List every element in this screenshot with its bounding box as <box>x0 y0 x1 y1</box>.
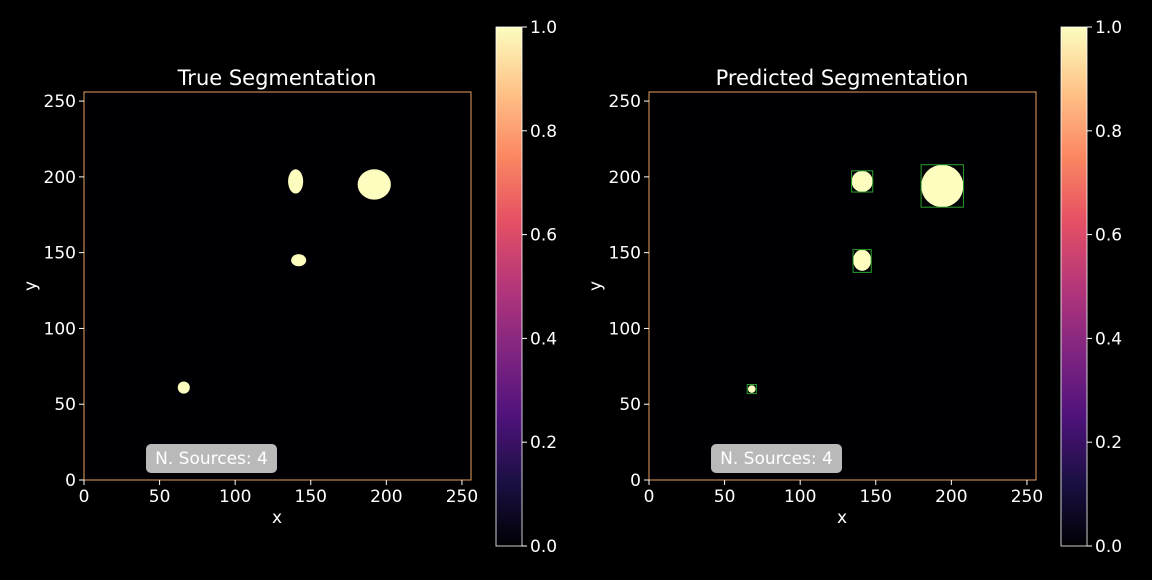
badge-text: N. Sources: 4 <box>720 449 833 469</box>
colorbar: 0.0 0.2 0.4 0.6 0.8 1.0 <box>495 18 557 557</box>
y-tick-label: 100 <box>609 319 641 339</box>
colorbar-ticks: 0.0 0.2 0.4 0.6 0.8 1.0 <box>1087 18 1122 557</box>
x-axis-label: x <box>837 508 847 528</box>
y-tick-label: 100 <box>44 319 76 339</box>
y-tick-label: 250 <box>44 92 76 112</box>
source-blob <box>177 381 190 394</box>
image-background <box>649 92 1036 480</box>
detection-box <box>746 384 757 395</box>
y-tick-label: 150 <box>44 244 76 264</box>
colorbar-tick-label: 1.0 <box>530 18 557 38</box>
detection-box <box>852 249 872 273</box>
x-tick-label: 50 <box>714 487 736 507</box>
source-blob <box>357 169 391 200</box>
y-tick-label: 200 <box>609 168 641 188</box>
annotation-badge: N. Sources: 4 <box>146 444 277 473</box>
x-tick-label: 200 <box>935 487 967 507</box>
x-tick-label: 250 <box>1011 487 1043 507</box>
colorbar-tick-label: 0.2 <box>1095 433 1122 453</box>
predicted-segmentation-panel: Predicted Segmentation 0 50 100 150 200 250 0 5… <box>586 18 1122 557</box>
colorbar: 0.0 0.2 0.4 0.6 0.8 1.0 <box>1060 18 1122 557</box>
chart-title: True Segmentation <box>177 66 377 90</box>
colorbar-tick-label: 0.6 <box>1095 226 1122 246</box>
source-blob <box>291 254 307 267</box>
y-axis-label: y <box>586 281 606 291</box>
source-blob <box>288 169 304 194</box>
plot-frame <box>83 91 472 481</box>
badge-box <box>146 444 277 473</box>
plot-area: 0 50 100 150 200 250 0 50 100 150 200 250 <box>44 91 478 507</box>
colorbar-tick-label: 1.0 <box>1095 18 1122 38</box>
chart-title: Predicted Segmentation <box>716 66 969 90</box>
x-tick-label: 150 <box>295 487 327 507</box>
x-tick-label: 0 <box>644 487 655 507</box>
y-tick-label: 50 <box>619 395 641 415</box>
colorbar-gradient <box>1060 26 1088 547</box>
y-tick-label: 250 <box>609 92 641 112</box>
detection-box <box>920 164 964 208</box>
colorbar-tick-label: 0.2 <box>530 433 557 453</box>
colorbar-tick-label: 0.8 <box>530 122 557 142</box>
y-tick-label: 0 <box>630 471 641 491</box>
colorbar-ticks: 0.0 0.2 0.4 0.6 0.8 1.0 <box>522 18 557 557</box>
colorbar-tick-label: 0.4 <box>1095 329 1122 349</box>
colorbar-tick-label: 0.8 <box>1095 122 1122 142</box>
x-tick-label: 200 <box>370 487 402 507</box>
colorbar-tick-label: 0.0 <box>530 537 557 557</box>
image-background <box>84 92 471 480</box>
source-blob <box>921 164 964 208</box>
colorbar-tick-label: 0.6 <box>530 226 557 246</box>
y-tick-label: 0 <box>65 471 76 491</box>
x-tick-label: 250 <box>446 487 478 507</box>
source-blob <box>851 170 873 193</box>
colorbar-tick-label: 0.4 <box>530 329 557 349</box>
badge-text: N. Sources: 4 <box>155 449 268 469</box>
source-blob <box>748 385 756 393</box>
x-tick-label: 100 <box>784 487 816 507</box>
x-axis-label: x <box>272 508 282 528</box>
colorbar-tick-label: 0.0 <box>1095 537 1122 557</box>
true-segmentation-panel: True Segmentation 0 50 100 150 200 250 0 50 100 1… <box>21 18 557 557</box>
y-tick-label: 50 <box>54 395 76 415</box>
plot-area: 0 50 100 150 200 250 0 50 100 150 200 250 <box>609 91 1043 507</box>
x-tick-label: 0 <box>79 487 90 507</box>
y-axis-label: y <box>21 281 41 291</box>
plot-frame <box>648 91 1037 481</box>
detection-box <box>851 170 874 193</box>
y-tick-label: 150 <box>609 244 641 264</box>
x-tick-label: 50 <box>149 487 171 507</box>
badge-box <box>711 444 842 473</box>
source-blob <box>853 249 872 271</box>
x-tick-label: 150 <box>860 487 892 507</box>
y-tick-label: 200 <box>44 168 76 188</box>
annotation-badge: N. Sources: 4 <box>711 444 842 473</box>
colorbar-gradient <box>495 26 523 547</box>
x-tick-label: 100 <box>219 487 251 507</box>
